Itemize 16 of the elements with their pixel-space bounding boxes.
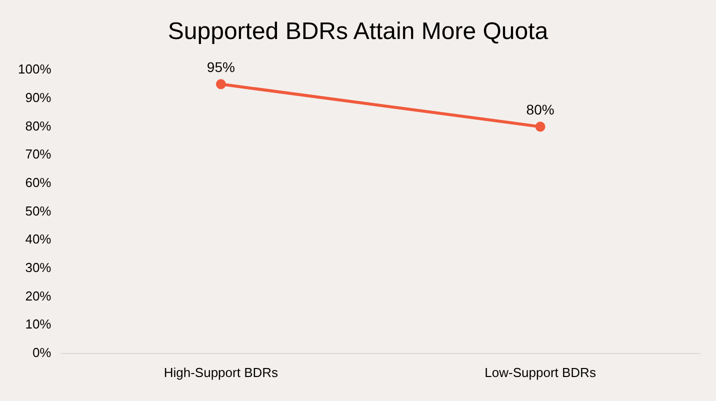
x-tick-label: High-Support BDRs — [164, 364, 279, 380]
y-tick-label: 60% — [25, 174, 52, 190]
y-tick-label: 20% — [25, 288, 52, 304]
x-tick-label: Low-Support BDRs — [484, 364, 596, 380]
y-tick-label: 80% — [25, 118, 52, 134]
y-tick-label: 50% — [25, 203, 52, 218]
y-tick-label: 40% — [25, 232, 52, 247]
data-label: 80% — [526, 102, 554, 118]
y-tick-label: 100% — [18, 62, 52, 77]
y-tick-label: 90% — [25, 90, 52, 105]
y-tick-label: 70% — [25, 146, 52, 162]
chart-title: Supported BDRs Attain More Quota — [166, 18, 550, 46]
y-tick-label: 0% — [32, 344, 52, 360]
y-tick-label: 30% — [25, 260, 52, 275]
y-tick-label: 10% — [25, 316, 52, 332]
data-label: 95% — [206, 59, 235, 76]
